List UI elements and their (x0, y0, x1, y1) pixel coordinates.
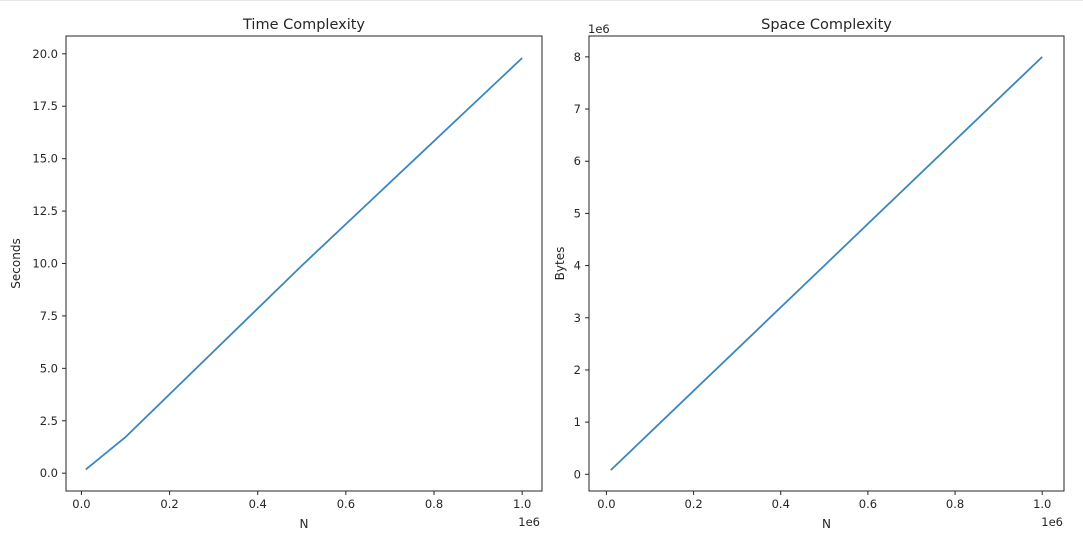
x-tick-label: 0.0 (597, 497, 615, 511)
x-tick-label: 0.6 (859, 497, 877, 511)
x-tick-label: 1.0 (1033, 497, 1051, 511)
y-tick-label: 2.5 (40, 414, 58, 428)
plot-area-frame (588, 35, 1065, 492)
y-tick-label: 3 (574, 311, 581, 325)
y-tick-label: 10.0 (32, 257, 58, 271)
x-tick-label: 0.4 (772, 497, 790, 511)
y-tick-label: 7.5 (40, 309, 58, 323)
top-divider (0, 0, 1083, 1)
x-tick-label: 0.6 (337, 497, 355, 511)
chart-title: Time Complexity (242, 17, 365, 33)
y-tick-label: 6 (574, 154, 581, 168)
y-axis-label: Bytes (553, 247, 567, 281)
x-axis-label: N (822, 517, 831, 531)
x-axis-label: N (300, 517, 309, 531)
y-tick-label: 17.5 (32, 99, 58, 113)
x-tick-label: 0.4 (249, 497, 267, 511)
y-tick-label: 2 (574, 363, 581, 377)
y-tick-label: 4 (574, 259, 581, 273)
y-tick-label: 7 (574, 102, 581, 116)
chart-panel-1: Time Complexity 0.0 0.2 0.4 0.6 0.8 1.0 0.0 2.5 5… (9, 17, 543, 531)
x-axis-offset-label: 1e6 (518, 515, 540, 529)
chart-title: Space Complexity (761, 17, 892, 33)
x-tick-label: 0.8 (946, 497, 964, 511)
y-tick-label: 5 (574, 206, 581, 220)
y-tick-label: 8 (574, 50, 581, 64)
y-axis-label: Seconds (9, 238, 23, 288)
y-axis-offset-label: 1e6 (588, 22, 610, 36)
series-line-1 (610, 56, 1043, 471)
y-tick-label: 5.0 (40, 361, 58, 375)
y-tick-label: 1 (574, 415, 581, 429)
y-tick-label: 12.5 (32, 204, 58, 218)
y-tick-label: 15.0 (32, 152, 58, 166)
y-tick-label: 20.0 (32, 47, 58, 61)
x-tick-label: 0.2 (684, 497, 702, 511)
y-tick-label: 0.0 (40, 466, 58, 480)
x-axis-offset-label: 1e6 (1041, 515, 1063, 529)
x-tick-label: 0.2 (160, 497, 178, 511)
y-tick-label: 0 (574, 467, 581, 481)
series-line-1 (85, 57, 523, 471)
x-tick-label: 0.0 (72, 497, 90, 511)
x-tick-label: 1.0 (513, 497, 531, 511)
chart-panel-2: Space Complexity 0.0 0.2 0.4 0.6 0.8 1.0 0 1 2 3 4 5… (553, 17, 1065, 531)
x-tick-label: 0.8 (425, 497, 443, 511)
